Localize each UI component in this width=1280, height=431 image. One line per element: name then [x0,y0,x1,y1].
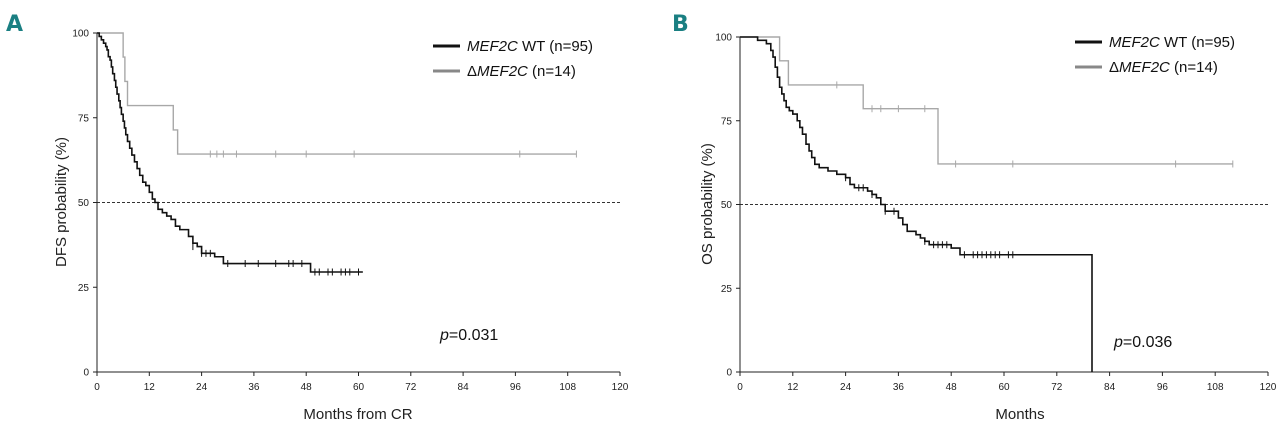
y-tick-label: 75 [78,113,90,124]
panel-b: B 0 12 24 36 48 60 72 84 96 108 120 0 25 50 75 100 OS p… [672,12,1277,423]
legend-label-del: ΔMEF2C (n=14) [467,63,576,80]
y-axis-label: DFS probability (%) [53,137,70,267]
x-tick-label: 96 [1157,382,1169,393]
x-tick-label: 108 [1207,382,1224,393]
panel-a: A 0 12 24 36 48 60 72 84 96 108 120 0 25 50 75 100 DFS … [6,12,629,423]
legend-label-del: ΔMEF2C (n=14) [1109,59,1218,76]
x-tick-label: 36 [248,382,260,393]
km-curve-del [740,36,1233,165]
panel-a-letter: A [6,12,23,37]
y-tick-label: 25 [721,284,733,295]
x-tick-label: 84 [1104,382,1116,393]
km-curve-wt [740,36,1093,372]
y-tick-label: 50 [78,198,90,209]
legend-label-wt: MEF2C WT (n=95) [1109,34,1235,51]
x-tick-label: 48 [301,382,313,393]
y-tick-label: 100 [72,29,89,40]
x-tick-label: 24 [840,382,852,393]
x-tick-label: 0 [94,382,100,393]
y-tick-label: 25 [78,283,90,294]
x-tick-label: 60 [998,382,1010,393]
x-tick-label: 108 [559,382,576,393]
legend: MEF2C WT (n=95) ΔMEF2C (n=14) [1075,34,1235,76]
p-value: p=0.036 [1113,334,1172,351]
x-tick-label: 24 [196,382,208,393]
x-tick-label: 12 [787,382,799,393]
x-tick-label: 72 [405,382,417,393]
x-tick-label: 84 [458,382,470,393]
x-tick-label: 96 [510,382,522,393]
x-axis-label: Months from CR [303,406,412,423]
x-tick-label: 72 [1051,382,1063,393]
y-axis-label: OS probability (%) [699,143,716,265]
x-tick-label: 36 [893,382,905,393]
p-value: p=0.031 [439,327,498,344]
x-tick-label: 120 [612,382,629,393]
x-tick-label: 60 [353,382,365,393]
x-tick-label: 12 [144,382,156,393]
km-curve-wt [97,32,363,273]
x-axis-label: Months [995,406,1044,423]
panel-b-letter: B [672,12,689,37]
y-tick-label: 50 [721,200,733,211]
y-tick-label: 0 [83,368,89,379]
y-tick-label: 100 [715,33,732,44]
km-curve-del [97,32,577,155]
legend: MEF2C WT (n=95) ΔMEF2C (n=14) [433,38,593,80]
legend-label-wt: MEF2C WT (n=95) [467,38,593,55]
x-tick-label: 48 [946,382,958,393]
x-tick-label: 120 [1260,382,1277,393]
y-tick-label: 0 [726,368,732,379]
y-tick-label: 75 [721,116,733,127]
x-tick-label: 0 [737,382,743,393]
